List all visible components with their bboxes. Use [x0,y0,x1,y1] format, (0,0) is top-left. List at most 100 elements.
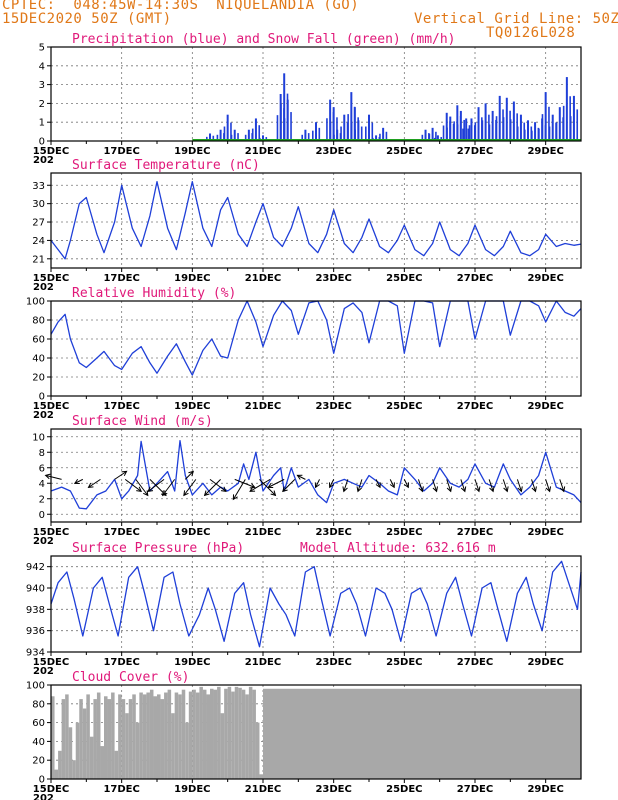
wind-xtick-label: 25DEC [386,527,422,538]
precip-ytick-label: 5 [39,43,45,54]
cloud-bar [167,689,172,779]
wind-vector [432,479,438,492]
wind-xtick-label: 29DEC [527,527,563,538]
wind-vector-head [188,470,195,477]
precip-bar [527,120,529,141]
cloud-bar [164,692,168,779]
cloud-bar [224,688,228,779]
wind-vector-head [503,486,509,493]
cloud-ytick-label: 60 [32,718,45,729]
wind-xtick-label: 19DEC [174,527,210,538]
precip-bar [519,114,522,141]
cloud-xtick-label: 19DEC [174,784,210,795]
precip-bar [312,130,314,141]
wind-vector-head [232,494,238,501]
temp-ytick-label: 33 [32,181,45,192]
wind-vector-head [44,473,51,480]
cloud-bar [178,694,182,779]
precip-bar [332,107,335,141]
wind-vector [45,474,62,480]
precip-bar [551,114,554,141]
cloud-bar [213,689,218,779]
precip-bar [512,101,515,141]
wind-vector [267,478,285,488]
pressure-ytick-label: 936 [26,626,45,637]
wind-vector [282,479,296,492]
cloud-bar [153,696,157,779]
wind-series-line [50,439,582,510]
rh-xtick-label: 19DEC [174,401,210,412]
wind-ytick-label: 8 [39,448,45,459]
rh-title: Relative Humidity (%) [72,286,236,301]
cloud-bar [157,694,161,779]
pressure-xtick-label: 21DEC [245,657,281,668]
precip-bar [462,128,464,141]
wind-vector-head [342,486,348,493]
precip-bar [456,124,459,141]
precip-bar [421,134,424,141]
precip-bar [428,133,431,141]
wind-ytick-label: 10 [32,432,45,443]
wind-vector [357,479,363,492]
precip-bar [318,127,321,141]
cloud-bar [241,689,246,779]
cloud-ytick-label: 100 [26,681,45,692]
wind-vector [389,479,395,488]
cloud-bar [255,722,260,779]
cloud-bar [93,699,97,779]
cloud-bar [79,699,83,779]
pressure-panel: 934 936 938 940 942 15DEC 17DEC 19DEC 21DEC 23DEC… [26,541,582,677]
precip-bar [445,112,448,141]
cloud-bar [227,686,232,779]
rh-ytick-label: 100 [26,297,45,308]
precip-bar [442,125,445,141]
cloud-bar [54,769,59,779]
cloud-bar [234,686,239,779]
precip-bar [562,105,565,141]
cloud-bar [72,760,76,779]
precip-bar [505,97,508,141]
pressure-xtick-label: 15DEC [33,657,69,668]
precip-bar [333,134,335,141]
cloud-bar [149,689,154,779]
wind-vector [375,479,381,488]
precip-bar [206,136,208,141]
precip-bar [538,128,540,141]
precip-bar [357,120,360,141]
precip-ytick-label: 0 [39,137,45,148]
temp-xtick-label: 27DEC [457,273,493,284]
cloud-bar [89,736,94,779]
wind-vector-head [249,483,256,489]
precip-bar [280,103,282,141]
cloud-bar [107,699,112,779]
wind-vector-head [270,490,277,497]
rh-ytick-label: 80 [32,316,45,327]
precip-bar [290,112,292,141]
pressure-ytick-label: 938 [26,605,45,616]
cloud-ytick-label: 0 [39,775,45,786]
wind-vector-head [314,482,320,489]
header-model-id: TQ0126L028 [486,25,576,41]
wind-vector-head [282,486,288,493]
precip-bar [301,134,303,141]
temp-xtick-label: 19DEC [174,273,210,284]
wind-vector-head [403,482,410,489]
cloud-bar [121,699,126,779]
cloud-bar [132,694,136,779]
precip-bar [558,107,561,141]
rh-xtick-label: 25DEC [386,401,422,412]
wind-vector [502,479,508,492]
precip-bar [495,116,498,141]
header-grid-line: Vertical Grid Line: 50Z [414,11,618,27]
wind-vector-head [328,482,335,489]
wind-ytick-label: 4 [39,479,45,490]
cloud-xtick-label: 17DEC [103,784,139,795]
cloud-bar [263,688,581,779]
cloud-xtick-label: 15DEC [33,784,69,795]
cloud-panel: 0 20 40 60 80 100 15DEC 17DEC 19DEC 21DEC 23DEC 25D… [26,670,582,800]
precip-bar [431,127,434,141]
wind-vector-head [432,486,438,493]
precip-ytick-label: 3 [39,80,45,91]
wind-vector-head [474,486,481,493]
precip-bar [548,126,551,141]
